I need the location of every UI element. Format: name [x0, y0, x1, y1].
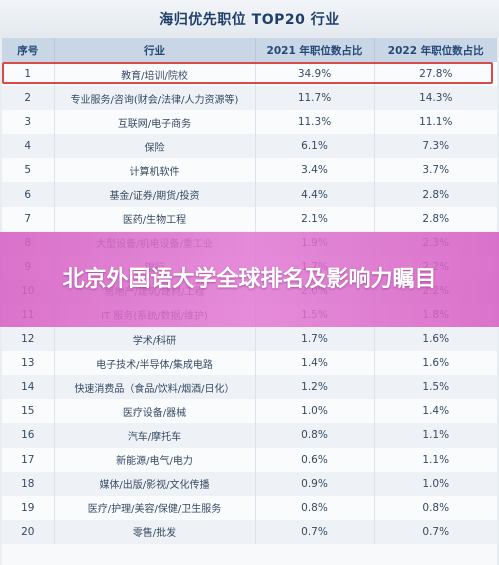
- table-row: 2 专业服务/咨询(财会/法律/人力资源等) 11.7% 14.3%: [2, 86, 497, 111]
- cell-2021-share: 0.8%: [255, 495, 375, 520]
- cell-2021-share: 1.0%: [255, 399, 375, 424]
- cell-2022-share: 3.7%: [422, 164, 450, 177]
- header-2021-share: 2021 年职位数占比: [255, 38, 375, 62]
- table-row: 16 汽车/摩托车 0.8% 1.1%: [2, 423, 497, 448]
- cell-industry: 互联网/电子商务: [54, 110, 256, 135]
- cell-rank: 20: [2, 519, 55, 544]
- table-title-bar: 海归优先职位 TOP20 行业: [0, 0, 499, 38]
- table-row: 6 基金/证券/期货/投资 4.4% 2.8%: [2, 182, 497, 207]
- cell-2021-share: 11.7%: [255, 86, 375, 111]
- cell-industry: 医药/生物工程: [54, 206, 256, 231]
- cell-2022-share: 1.1%: [422, 429, 450, 442]
- cell-industry: 保险: [54, 134, 256, 159]
- table-row: 7 医药/生物工程 2.1% 2.8%: [2, 206, 497, 231]
- cell-industry: 基金/证券/期货/投资: [54, 182, 256, 207]
- cell-2021-share: 3.4%: [255, 158, 375, 183]
- cell-rank: 18: [2, 471, 55, 496]
- cell-rank: 7: [2, 206, 55, 231]
- cell-2022-share: 1.6%: [422, 357, 450, 370]
- cell-rank: 4: [2, 134, 55, 159]
- cell-rank: 1: [2, 62, 55, 87]
- cell-2021-share: 2.1%: [255, 206, 375, 231]
- table-row: 14 快速消费品（食品/饮料/烟酒/日化） 1.2% 1.5%: [2, 375, 497, 400]
- cell-2021-share: 1.2%: [255, 375, 375, 400]
- cell-rank: 2: [2, 86, 55, 111]
- cell-2022-share: 1.4%: [422, 405, 450, 418]
- table-row: 20 零售/批发 0.7% 0.7%: [2, 519, 497, 544]
- cell-rank: 17: [2, 447, 55, 472]
- cell-2022-share: 2.8%: [422, 188, 450, 201]
- cell-2021-share: 0.6%: [255, 447, 375, 472]
- cell-2022-share: 11.1%: [419, 116, 453, 129]
- table-row: 18 媒体/出版/影视/文化传播 0.9% 1.0%: [2, 471, 497, 496]
- table-row: 5 计算机软件 3.4% 3.7%: [2, 158, 497, 183]
- cell-2022-share: 14.3%: [419, 92, 453, 105]
- table-row: 4 保险 6.1% 7.3%: [2, 134, 497, 159]
- cell-rank: 12: [2, 327, 55, 352]
- table-row: 19 医疗/护理/美容/保健/卫生服务 0.8% 0.8%: [2, 495, 497, 520]
- cell-rank: 14: [2, 375, 55, 400]
- cell-2022-share: 0.8%: [422, 501, 450, 514]
- cell-2021-share: 4.4%: [255, 182, 375, 207]
- cell-2022-share: 0.7%: [422, 525, 450, 538]
- header-industry: 行业: [54, 38, 256, 62]
- cell-2021-share: 0.8%: [255, 423, 375, 448]
- table-row: 13 电子技术/半导体/集成电路 1.4% 1.6%: [2, 351, 497, 376]
- cell-industry: 媒体/出版/影视/文化传播: [54, 471, 256, 496]
- table-row: 12 学术/科研 1.7% 1.6%: [2, 327, 497, 352]
- cell-2021-share: 6.1%: [255, 134, 375, 159]
- header-2022-share: 2022 年职位数占比: [387, 44, 484, 57]
- headline-banner: 北京外国语大学全球排名及影响力瞩目: [0, 232, 499, 327]
- cell-industry: 医疗/护理/美容/保健/卫生服务: [54, 495, 256, 520]
- cell-industry: 新能源/电气/电力: [54, 447, 256, 472]
- cell-rank: 5: [2, 158, 55, 183]
- header-rank: 序号: [2, 38, 55, 62]
- table-row: 1 教育/培训/院校 34.9% 27.8%: [2, 62, 497, 87]
- cell-rank: 6: [2, 182, 55, 207]
- cell-rank: 3: [2, 110, 55, 135]
- cell-2022-share: 1.5%: [422, 381, 450, 394]
- cell-rank: 19: [2, 495, 55, 520]
- cell-2022-share: 7.3%: [422, 140, 450, 153]
- table-row: 3 互联网/电子商务 11.3% 11.1%: [2, 110, 497, 135]
- cell-2022-share: 1.1%: [422, 453, 450, 466]
- cell-industry: 计算机软件: [54, 158, 256, 183]
- table-row: 17 新能源/电气/电力 0.6% 1.1%: [2, 447, 497, 472]
- table-row: 15 医疗设备/器械 1.0% 1.4%: [2, 399, 497, 424]
- cell-industry: 快速消费品（食品/饮料/烟酒/日化）: [54, 375, 256, 400]
- cell-rank: 13: [2, 351, 55, 376]
- cell-rank: 16: [2, 423, 55, 448]
- cell-rank: 15: [2, 399, 55, 424]
- cell-2021-share: 11.3%: [255, 110, 375, 135]
- cell-industry: 专业服务/咨询(财会/法律/人力资源等): [54, 86, 256, 111]
- cell-industry: 医疗设备/器械: [54, 399, 256, 424]
- cell-2021-share: 34.9%: [255, 62, 375, 87]
- cell-2021-share: 1.7%: [255, 327, 375, 352]
- cell-industry: 汽车/摩托车: [54, 423, 256, 448]
- cell-2021-share: 0.7%: [255, 519, 375, 544]
- cell-2021-share: 0.9%: [255, 471, 375, 496]
- cell-industry: 学术/科研: [54, 327, 256, 352]
- headline-text: 北京外国语大学全球排名及影响力瞩目: [62, 266, 437, 292]
- cell-industry: 电子技术/半导体/集成电路: [54, 351, 256, 376]
- cell-2022-share: 1.0%: [422, 477, 450, 490]
- cell-2021-share: 1.4%: [255, 351, 375, 376]
- cell-2022-share: 27.8%: [419, 68, 453, 81]
- table-title: 海归优先职位 TOP20 行业: [159, 12, 340, 28]
- cell-2022-share: 1.6%: [422, 333, 450, 346]
- cell-2022-share: 2.8%: [422, 212, 450, 225]
- table-header-row: 序号 行业 2021 年职位数占比 2022 年职位数占比: [2, 38, 497, 62]
- cell-industry: 零售/批发: [54, 519, 256, 544]
- cell-industry: 教育/培训/院校: [54, 62, 256, 87]
